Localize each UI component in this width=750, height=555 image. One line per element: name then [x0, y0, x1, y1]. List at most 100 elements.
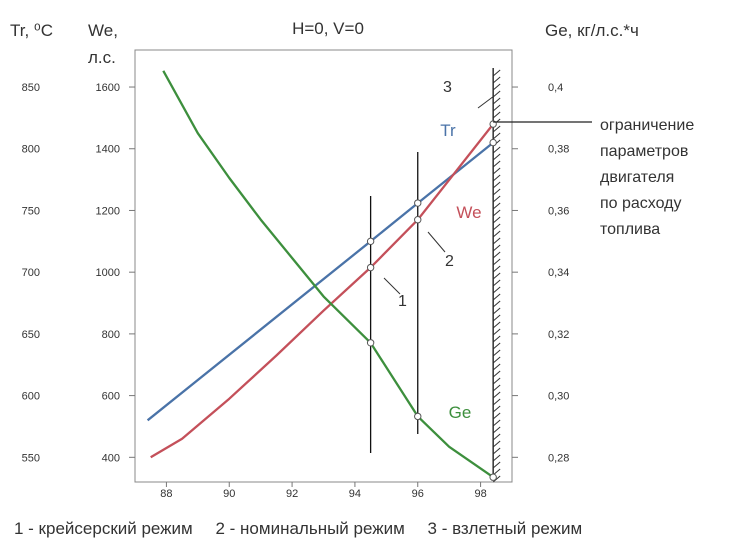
legend-item-nominal: 2 - номинальный режим [215, 519, 405, 538]
limit-hatch [492, 293, 501, 301]
we-axis-title-line1: We, [88, 21, 118, 40]
ge-axis-tick-label: 0,38 [548, 144, 569, 156]
limit-hatch [492, 454, 501, 462]
regime-2-leader [427, 231, 446, 253]
limit-hatch [492, 342, 501, 350]
limit-hatch [492, 335, 501, 343]
limit-hatch [492, 412, 501, 420]
limit-hatch [492, 419, 501, 427]
limit-hatch [492, 300, 501, 308]
regime-marker-2 [414, 216, 422, 224]
limit-hatch [492, 153, 501, 161]
tr-axis-title: Tr, ⁰C [10, 21, 53, 40]
limit-hatch [492, 195, 501, 203]
regime-marker-1 [366, 339, 375, 347]
regime-marker-3 [489, 473, 497, 481]
limit-hatch [492, 307, 501, 315]
limit-hatch [492, 76, 501, 84]
limit-hatch [492, 132, 501, 140]
limit-hatch [492, 475, 501, 483]
limit-hatch [492, 97, 501, 105]
we-axis-tick-label: 800 [102, 329, 120, 341]
regime-marker-3 [489, 138, 497, 147]
limit-hatch [492, 104, 501, 112]
we-axis-tick-label: 1400 [96, 144, 120, 156]
limit-hatch [492, 202, 501, 210]
series-label-ge: Ge [449, 403, 472, 422]
series-line-tr [146, 141, 494, 422]
tr-axis-tick-label: 700 [22, 267, 40, 279]
tr-axis-tick-label: 800 [22, 144, 40, 156]
we-axis-tick-label: 1000 [96, 267, 120, 279]
we-axis-tick-label: 600 [102, 391, 120, 403]
tr-axis-tick-label: 550 [22, 452, 40, 464]
limit-hatch [492, 426, 501, 434]
legend-item-takeoff: 3 - взлетный режим [427, 519, 583, 538]
limit-hatch [492, 433, 501, 441]
limit-hatch [492, 167, 501, 175]
limit-hatch [492, 251, 501, 259]
ge-axis-title: Ge, кг/л.с.*ч [545, 21, 639, 40]
limit-hatch [492, 258, 501, 266]
limit-hatch [492, 265, 501, 273]
limit-hatch [492, 188, 501, 196]
ge-axis-tick-label: 0,28 [548, 452, 569, 464]
ge-axis-tick-label: 0,30 [548, 391, 569, 403]
limit-hatch [492, 174, 501, 182]
limit-hatch [492, 398, 501, 406]
limit-hatch [492, 391, 501, 399]
limit-hatch [492, 83, 501, 91]
limit-hatch [492, 384, 501, 392]
limit-hatch [492, 405, 501, 413]
regime-marker-1 [366, 263, 375, 272]
regime-1-label: 1 [398, 293, 407, 310]
series-line-we [150, 123, 495, 459]
limit-hatch [492, 314, 501, 322]
limit-hatch [492, 363, 501, 371]
plot-frame [134, 49, 513, 483]
series-line-ge [162, 70, 494, 479]
limit-hatch [492, 69, 501, 77]
regime-marker-1 [366, 237, 375, 246]
limit-note-line: по расходу [600, 195, 682, 212]
ge-axis-tick-label: 0,4 [548, 82, 563, 94]
limit-hatch [492, 286, 501, 294]
x-axis-tick-label: 88 [160, 488, 172, 500]
x-axis-tick-label: 92 [286, 488, 298, 500]
limit-hatch [492, 209, 501, 217]
we-axis-tick-label: 1200 [96, 205, 120, 217]
limit-hatch [492, 111, 501, 119]
limit-hatch [492, 349, 501, 357]
limit-hatch [492, 125, 501, 133]
x-axis-tick-label: 90 [223, 488, 235, 500]
ge-axis-tick-label: 0,36 [548, 205, 569, 217]
limit-hatch [492, 181, 501, 189]
ge-axis-tick-label: 0,34 [548, 267, 569, 279]
legend-item-cruise: 1 - крейсерский режим [14, 519, 193, 538]
x-axis-tick-label: 98 [474, 488, 486, 500]
limit-hatch [492, 461, 501, 469]
regime-2-label: 2 [445, 253, 454, 270]
limit-hatch [492, 230, 501, 238]
limit-hatch [492, 244, 501, 252]
x-axis-tick-label: 94 [349, 488, 361, 500]
limit-hatch [492, 356, 501, 364]
chart-title: H=0, V=0 [292, 19, 364, 38]
limit-hatch [492, 370, 501, 378]
limit-hatch [492, 146, 501, 154]
tr-axis-tick-label: 750 [22, 205, 40, 217]
tr-axis-tick-label: 650 [22, 329, 40, 341]
regime-3-label: 3 [443, 79, 452, 96]
limit-hatch [492, 160, 501, 168]
tr-axis-tick-label: 600 [22, 391, 40, 403]
we-axis-tick-label: 400 [102, 452, 120, 464]
ge-axis-tick-label: 0,32 [548, 329, 569, 341]
series-label-tr: Tr [440, 121, 456, 140]
regime-1-leader [383, 277, 401, 295]
regime-legend: 1 - крейсерский режим 2 - номинальный ре… [14, 519, 600, 539]
limit-hatch [492, 440, 501, 448]
limit-hatch [492, 216, 501, 224]
limit-hatch [492, 321, 501, 329]
